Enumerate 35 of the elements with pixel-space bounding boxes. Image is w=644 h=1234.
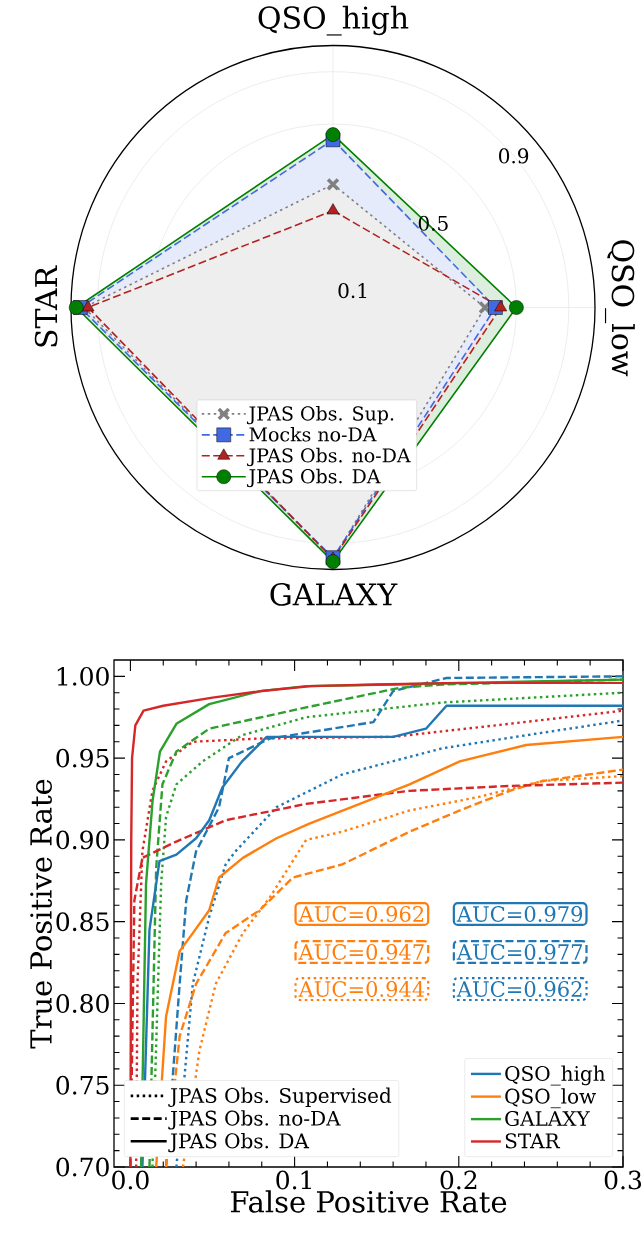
spoke-label: STAR (34, 265, 58, 347)
annotation: AUC=0.947 (298, 944, 424, 960)
annotation: AUC=0.962 (456, 981, 582, 997)
legend-label: JPAS Obs. Supervised (168, 1087, 392, 1107)
legend-label: JPAS Obs. Sup. (246, 405, 394, 425)
y-tick-label: 0.85 (56, 912, 109, 932)
spoke-label: QSO_high (258, 5, 409, 36)
x-tick-label: 0.0 (112, 1170, 149, 1190)
x-tick-label: 0.2 (440, 1170, 477, 1190)
y-axis-title: True Positive Rate (30, 779, 52, 1049)
legend-label: GALAXY (505, 1110, 590, 1127)
y-tick-label: 0.70 (56, 1157, 109, 1177)
legend-label: Mocks no-DA (249, 426, 377, 442)
spoke-label: QSO_low (604, 240, 635, 377)
y-tick-label: 0.90 (56, 830, 109, 850)
legend-label: JPAS Obs. no-DA (168, 1110, 341, 1130)
legend-label: JPAS Obs. no-DA (246, 447, 411, 467)
y-tick-label: 0.75 (56, 1075, 109, 1095)
y-tick-label: 0.9 (499, 148, 529, 164)
annotation: AUC=0.977 (456, 944, 582, 960)
legend-label: QSO_low (505, 1088, 596, 1109)
legend-label: QSO_high (505, 1065, 606, 1086)
y-tick-label: 1.00 (57, 666, 109, 686)
legend-label: JPAS Obs. DA (246, 468, 381, 488)
y-tick-label: 0.80 (56, 993, 109, 1013)
annotation: AUC=0.944 (298, 981, 425, 997)
y-tick-label: 0.95 (56, 748, 109, 768)
legend-label: STAR (505, 1133, 561, 1149)
x-tick-label: 0.3 (604, 1170, 642, 1190)
annotation: AUC=0.979 (456, 906, 583, 922)
spoke-label: GALAXY (270, 583, 398, 606)
annotation: AUC=0.962 (298, 906, 424, 922)
legend-label: JPAS Obs. DA (168, 1132, 310, 1153)
x-axis-title: False Positive Rate (230, 1190, 507, 1213)
x-tick-label: 0.1 (276, 1170, 311, 1190)
